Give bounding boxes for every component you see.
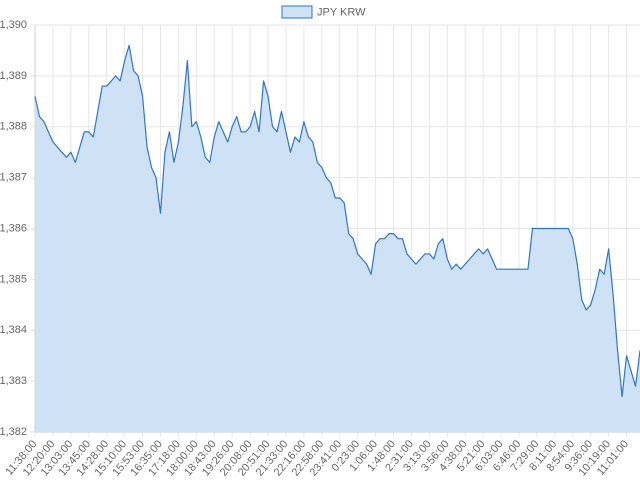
legend: JPY KRW <box>281 5 366 19</box>
line <box>34 44 640 397</box>
y-tick-label: 1,390 <box>0 19 27 31</box>
y-tick-label: 1,388 <box>0 121 27 133</box>
y-tick-label: 1,387 <box>0 172 27 184</box>
y-tick-label: 1,386 <box>0 222 27 234</box>
legend-label: JPY KRW <box>317 6 366 18</box>
legend-swatch <box>281 5 313 19</box>
area <box>35 45 640 432</box>
y-tick-label: 1,384 <box>0 324 27 336</box>
y-tick-label: 1,385 <box>0 273 27 285</box>
y-tick-label: 1,382 <box>0 426 27 438</box>
y-tick-label: 1,383 <box>0 375 27 387</box>
y-tick-label: 1,389 <box>0 70 27 82</box>
